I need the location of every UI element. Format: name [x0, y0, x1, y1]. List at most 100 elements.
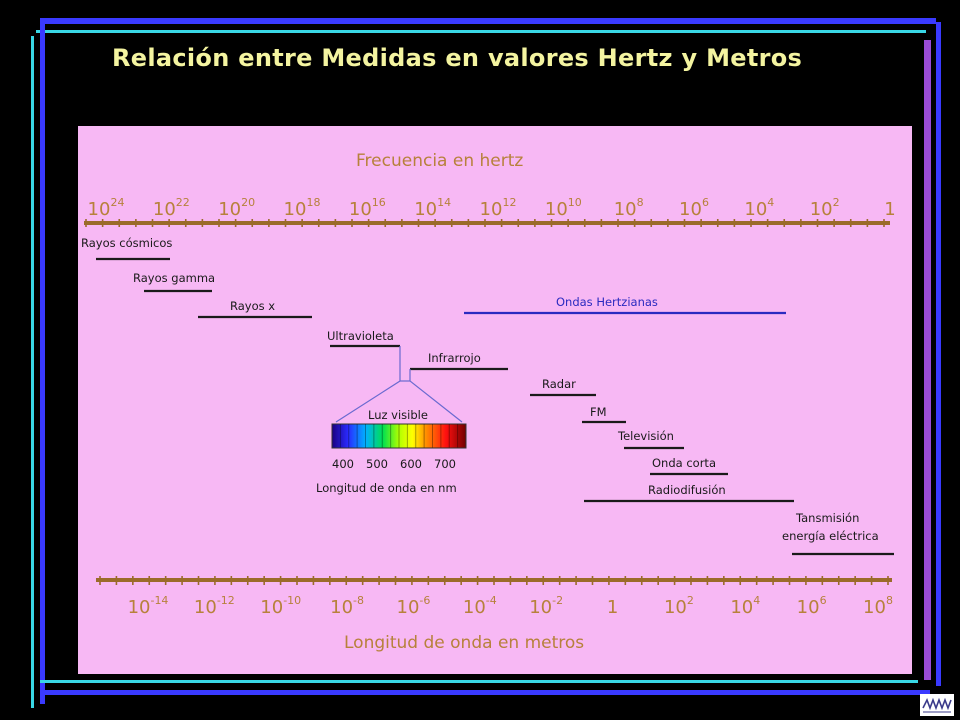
wavelength-tick-8: 102 — [664, 594, 694, 618]
visible-light-tick-2: 600 — [400, 457, 422, 471]
frequency-tick-exp-11: 2 — [833, 196, 840, 209]
wavelength-tick-labels: 10-14 10-12 10-10 10-8 10-6 10-4 10-2 1 102 104 10… — [128, 594, 893, 618]
wavelength-tick-base-3: 10 — [330, 597, 353, 618]
wavelength-tick-base-4: 10 — [397, 597, 420, 618]
frequency-tick-exp-7: 10 — [568, 196, 582, 209]
frequency-tick-base-8: 10 — [614, 199, 637, 220]
wavelength-tick-base-0: 10 — [128, 597, 151, 618]
frequency-tick-2: 1020 — [218, 196, 255, 220]
wavelength-tick-base-7: 1 — [607, 597, 618, 618]
wavelength-tick-exp-11: 8 — [886, 594, 893, 607]
frequency-tick-base-12: 1 — [884, 199, 895, 220]
frequency-tick-exp-5: 14 — [437, 196, 451, 209]
frequency-axis-title: Frecuencia en hertz — [356, 151, 523, 171]
wavelength-axis-minor-ticks — [99, 576, 889, 585]
wavelength-tick-2: 10-10 — [260, 594, 301, 618]
wavelength-tick-base-8: 10 — [664, 597, 687, 618]
spectrum-diagram: Frecuencia en hertz 1024 1022 1020 1018 1016… — [81, 151, 896, 653]
wavelength-tick-exp-6: -2 — [552, 594, 563, 607]
frame-top-blue-bar — [40, 18, 936, 24]
wavelength-tick-exp-3: -8 — [353, 594, 364, 607]
wavelength-tick-exp-1: -12 — [217, 594, 235, 607]
frequency-tick-10: 104 — [744, 196, 774, 220]
wavelength-tick-base-11: 10 — [863, 597, 886, 618]
frequency-axis-minor-ticks — [85, 219, 885, 227]
frequency-tick-12: 1 — [884, 199, 895, 220]
band-label-energia-electrica: energía eléctrica — [782, 529, 879, 543]
wavelength-tick-0: 10-14 — [128, 594, 169, 618]
frequency-tick-8: 108 — [614, 196, 644, 220]
frequency-tick-exp-0: 24 — [110, 196, 124, 209]
frequency-tick-exp-1: 22 — [176, 196, 190, 209]
wavelength-tick-base-10: 10 — [797, 597, 820, 618]
wavelength-tick-exp-4: -6 — [419, 594, 430, 607]
band-label-rayos-gamma: Rayos gamma — [133, 271, 215, 285]
frame-top-cyan-bar — [36, 30, 926, 33]
frequency-tick-exp-6: 12 — [502, 196, 516, 209]
band-label-rayos-x: Rayos x — [230, 299, 275, 313]
wavelength-tick-9: 104 — [730, 594, 760, 618]
visible-spectrum-bar — [331, 423, 467, 449]
frequency-tick-exp-3: 18 — [306, 196, 320, 209]
frequency-tick-base-0: 10 — [88, 199, 111, 220]
wavelength-tick-7: 1 — [607, 597, 618, 618]
frequency-tick-7: 1010 — [545, 196, 582, 220]
corner-logo-icon — [920, 694, 954, 716]
frequency-tick-exp-2: 20 — [241, 196, 255, 209]
band-label-ultravioleta: Ultravioleta — [327, 329, 394, 343]
wavelength-tick-6: 10-2 — [529, 594, 563, 618]
wavelength-tick-base-9: 10 — [730, 597, 753, 618]
frequency-tick-labels: 1024 1022 1020 1018 1016 1014 1012 1010 108 106 10… — [88, 196, 896, 220]
wavelength-tick-base-2: 10 — [260, 597, 283, 618]
band-label-radar: Radar — [542, 377, 576, 391]
frequency-tick-6: 1012 — [480, 196, 517, 220]
band-label-infrarrojo: Infrarrojo — [428, 351, 481, 365]
frequency-tick-exp-9: 6 — [702, 196, 709, 209]
wavelength-tick-base-5: 10 — [463, 597, 486, 618]
frame-left-cyan-bar — [31, 36, 34, 708]
wavelength-tick-base-6: 10 — [529, 597, 552, 618]
wavelength-tick-exp-2: -10 — [283, 594, 301, 607]
frequency-tick-3: 1018 — [284, 196, 321, 220]
band-label-ondas-hertzianas: Ondas Hertzianas — [556, 295, 658, 309]
frequency-tick-11: 102 — [810, 196, 840, 220]
frame-left-blue-bar — [40, 24, 45, 704]
band-label-television: Televisión — [617, 429, 674, 443]
wavelength-tick-4: 10-6 — [397, 594, 431, 618]
wavelength-tick-exp-8: 2 — [687, 594, 694, 607]
wavelength-tick-base-1: 10 — [194, 597, 217, 618]
frequency-tick-base-3: 10 — [284, 199, 307, 220]
frame-right-purple-bar — [924, 40, 931, 680]
band-label-onda-corta: Onda corta — [652, 456, 716, 470]
spectrum-panel: Frecuencia en hertz 1024 1022 1020 1018 1016… — [78, 126, 912, 674]
visible-light-title: Luz visible — [368, 408, 428, 422]
wavelength-tick-3: 10-8 — [330, 594, 364, 618]
frequency-tick-0: 1024 — [88, 196, 125, 220]
visible-light-tick-1: 500 — [366, 457, 388, 471]
wavelength-tick-1: 10-12 — [194, 594, 235, 618]
frequency-tick-base-2: 10 — [218, 199, 241, 220]
frequency-tick-base-7: 10 — [545, 199, 568, 220]
frame-right-blue-bar — [936, 22, 941, 686]
wavelength-axis-title: Longitud de onda en metros — [344, 633, 584, 653]
frequency-tick-base-10: 10 — [744, 199, 767, 220]
wavelength-tick-exp-5: -4 — [486, 594, 497, 607]
frequency-tick-base-11: 10 — [810, 199, 833, 220]
slide-title: Relación entre Medidas en valores Hertz … — [112, 44, 803, 72]
frequency-tick-4: 1016 — [349, 196, 386, 220]
frame-bottom-cyan-bar — [40, 680, 918, 683]
frequency-tick-base-4: 10 — [349, 199, 372, 220]
band-label-fm: FM — [590, 405, 607, 419]
frequency-tick-9: 106 — [679, 196, 709, 220]
wavelength-tick-exp-9: 4 — [753, 594, 760, 607]
frequency-tick-base-5: 10 — [414, 199, 437, 220]
band-label-rayos-cosmicos: Rayos cósmicos — [81, 236, 172, 250]
wavelength-tick-exp-0: -14 — [150, 594, 168, 607]
frequency-tick-5: 1014 — [414, 196, 451, 220]
band-label-radiodifusion: Radiodifusión — [648, 483, 726, 497]
visible-light-tick-0: 400 — [332, 457, 354, 471]
frequency-tick-1: 1022 — [153, 196, 190, 220]
wavelength-tick-exp-10: 6 — [820, 594, 827, 607]
band-label-transmision: Tansmisión — [795, 511, 859, 525]
frequency-tick-exp-10: 4 — [767, 196, 774, 209]
